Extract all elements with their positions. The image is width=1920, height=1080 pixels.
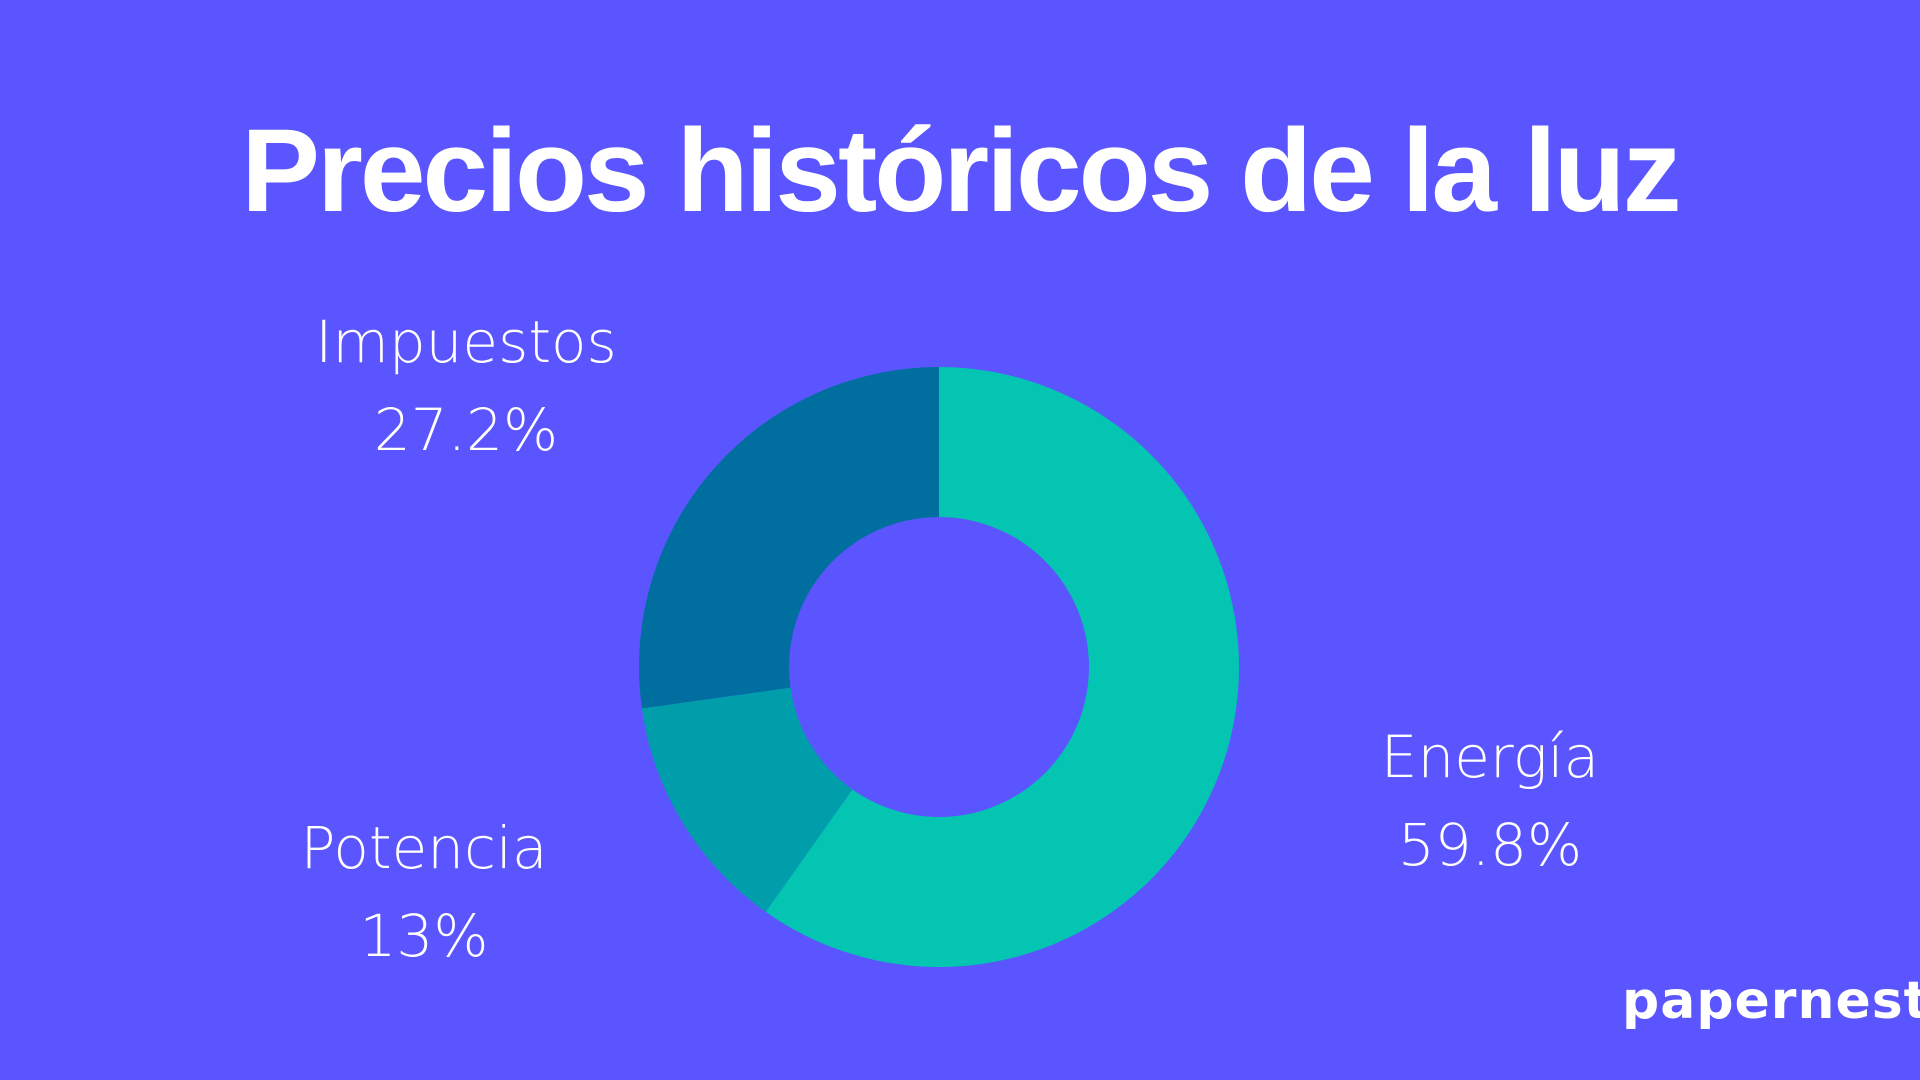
- papernest-logo: papernest: [1622, 971, 1920, 1031]
- slice-value-potencia: 13%: [359, 902, 489, 970]
- donut-slice-potencia: [641, 687, 853, 912]
- slice-name-energia: Energía: [1380, 723, 1600, 791]
- chart-title: Precios históricos de la luz: [241, 105, 1681, 237]
- slice-label-energia: Energía 59.8%: [1310, 713, 1670, 889]
- slice-label-impuestos: Impuestos 27.2%: [286, 298, 646, 474]
- slice-value-impuestos: 27.2%: [373, 396, 559, 464]
- slice-value-energia: 59.8%: [1397, 811, 1583, 879]
- slice-name-potencia: Potencia: [300, 814, 548, 882]
- donut-slice-impuestos: [639, 367, 939, 709]
- slice-name-impuestos: Impuestos: [315, 308, 617, 376]
- donut-slice-energia: [765, 367, 1239, 968]
- slice-label-potencia: Potencia 13%: [244, 804, 604, 980]
